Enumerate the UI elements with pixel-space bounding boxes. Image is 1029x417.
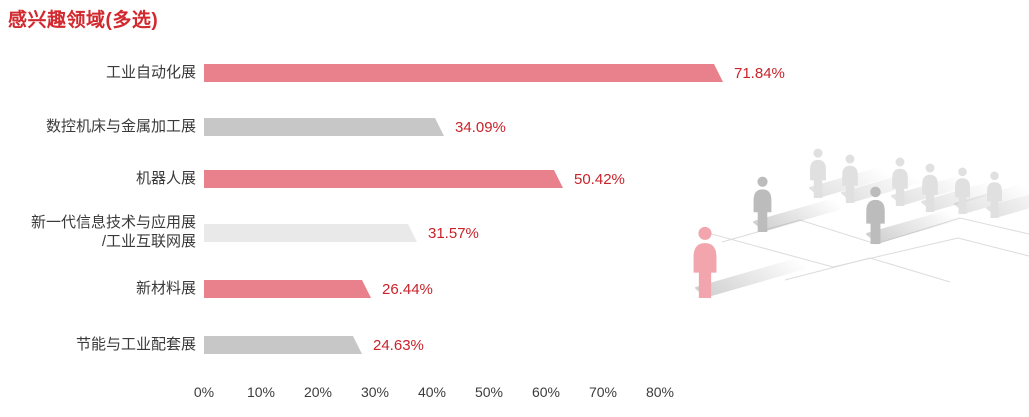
person-icon [749, 176, 776, 232]
floor-line [784, 257, 951, 283]
category-label: 机器人展 [0, 170, 196, 189]
floor-line [721, 217, 1029, 245]
category-label-line: /工业互联网展 [101, 233, 196, 250]
value-label: 24.63% [373, 336, 424, 354]
bar [204, 336, 362, 354]
person-icon-svg [842, 154, 858, 203]
bar [204, 64, 723, 82]
category-label-line: 工业自动化展 [105, 63, 196, 81]
person-icon-svg [693, 226, 717, 298]
bar-row: 数控机床与金属加工展 34.09% [0, 118, 506, 136]
bar-row: 机器人展 50.42% [0, 170, 625, 188]
category-label: 新材料展 [0, 280, 196, 299]
axis-tick-label: 0% [193, 384, 215, 400]
person-icon [862, 186, 889, 244]
person-icon [806, 148, 830, 198]
category-label: 数控机床与金属加工展 [0, 118, 196, 137]
value-label: 34.09% [455, 118, 506, 136]
category-label-line: 机器人展 [135, 169, 196, 187]
category-label: 新一代信息技术与应用展/工业互联网展 [0, 214, 196, 252]
category-label-line: 数控机床与金属加工展 [45, 117, 196, 135]
axis-tick-label: 30% [360, 384, 390, 400]
person-icon-svg [987, 171, 1002, 218]
bar [204, 170, 563, 188]
axis-tick-label: 50% [474, 384, 504, 400]
person-icon [838, 154, 862, 203]
axis-tick-label: 40% [417, 384, 447, 400]
chart-title: 感兴趣领域(多选) [8, 10, 159, 31]
category-label: 节能与工业配套展 [0, 336, 196, 355]
value-label: 71.84% [734, 64, 785, 82]
floor-line [707, 232, 1029, 268]
category-label-line: 新材料展 [135, 279, 196, 297]
person-icon [918, 163, 942, 212]
bar-row: 新材料展 26.44% [0, 280, 433, 298]
person-icon [951, 167, 974, 214]
value-label: 50.42% [574, 170, 625, 188]
axis-tick-label: 20% [303, 384, 333, 400]
bar [204, 280, 371, 298]
person-icon [888, 157, 912, 206]
category-label: 工业自动化展 [0, 64, 196, 83]
person-icon-svg [866, 186, 885, 244]
axis-tick-label: 10% [246, 384, 276, 400]
person-icon [688, 226, 722, 298]
person-icon-svg [892, 157, 908, 206]
bar-row: 工业自动化展 71.84% [0, 64, 785, 82]
axis-tick-label: 70% [588, 384, 618, 400]
floor-lines [707, 217, 1029, 283]
person-icon [983, 171, 1006, 218]
axis-tick-label: 80% [645, 384, 675, 400]
bar [204, 224, 417, 242]
axis-tick-label: 60% [531, 384, 561, 400]
value-label: 31.57% [428, 224, 479, 242]
person-icon-svg [753, 176, 772, 232]
value-label: 26.44% [382, 280, 433, 298]
bar [204, 118, 444, 136]
bar-row: 新一代信息技术与应用展/工业互联网展 31.57% [0, 214, 479, 250]
person-icon-svg [810, 148, 826, 198]
person-icon-svg [955, 167, 970, 214]
bar-row: 节能与工业配套展 24.63% [0, 336, 424, 354]
category-label-line: 新一代信息技术与应用展 [30, 214, 196, 232]
person-icon-svg [922, 163, 938, 212]
category-label-line: 节能与工业配套展 [75, 335, 196, 353]
